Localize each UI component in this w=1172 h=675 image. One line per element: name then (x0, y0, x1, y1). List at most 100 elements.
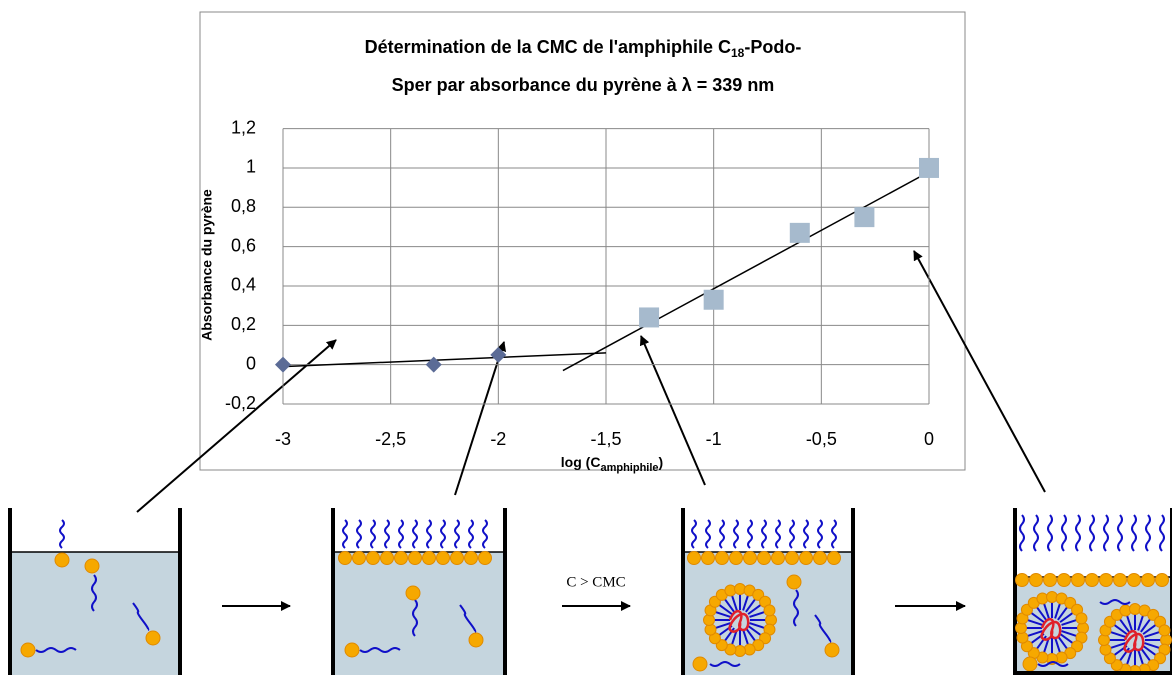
tail (742, 594, 749, 611)
chart-frame (199, 11, 966, 471)
tail (342, 519, 348, 549)
head (344, 642, 360, 658)
data-point (703, 289, 724, 310)
data-point (639, 307, 660, 328)
y-tick-label: 0,2 (231, 314, 256, 334)
tail (718, 603, 733, 615)
tail (35, 647, 77, 653)
x-tick-label: -2,5 (375, 429, 406, 449)
diagram (8, 508, 1172, 675)
tail (1033, 514, 1039, 552)
head (1043, 573, 1057, 587)
beaker (681, 508, 855, 675)
tail (1109, 631, 1126, 638)
y-tick-label: 0,4 (231, 275, 256, 295)
tail (1061, 619, 1078, 626)
tail (1109, 642, 1126, 649)
tail (761, 519, 767, 549)
tail (719, 519, 725, 549)
head (1022, 656, 1038, 672)
tail (705, 519, 711, 549)
head (366, 551, 380, 565)
tail (1144, 631, 1161, 638)
head (771, 551, 785, 565)
tail (817, 519, 823, 549)
tail (793, 589, 799, 627)
x-label-part: log (C (561, 454, 601, 470)
tail (1030, 611, 1045, 623)
tail (359, 647, 401, 653)
tail (1117, 514, 1123, 552)
tail (1140, 647, 1152, 662)
tail (1043, 602, 1050, 619)
tail (747, 603, 762, 615)
head (84, 558, 100, 574)
tail (1059, 633, 1074, 645)
tail (1054, 637, 1061, 654)
tail (1075, 514, 1081, 552)
title-subscript: 18 (731, 46, 745, 60)
tail (370, 519, 376, 549)
chart-title: Sper par absorbance du pyrène à λ = 339 … (392, 75, 775, 95)
tail (356, 519, 362, 549)
tail (775, 519, 781, 549)
head (1075, 612, 1088, 625)
head (408, 551, 422, 565)
head (145, 630, 161, 646)
y-tick-label: 0,8 (231, 196, 256, 216)
tail (454, 519, 460, 549)
chart-title: Détermination de la CMC de l'amphiphile … (365, 37, 802, 60)
head (687, 551, 701, 565)
tail (1159, 514, 1165, 552)
head (757, 551, 771, 565)
tail (714, 622, 731, 629)
tail (1144, 642, 1161, 649)
title-part: -Podo- (744, 37, 801, 57)
tail (1118, 618, 1130, 633)
head (824, 642, 840, 658)
pyrene (1040, 618, 1062, 641)
head (786, 574, 802, 590)
head (1113, 573, 1127, 587)
x-tick-label: -3 (275, 429, 291, 449)
head (715, 551, 729, 565)
head (813, 551, 827, 565)
title-part: Détermination de la CMC de l'amphiphile … (365, 37, 731, 57)
tail (412, 599, 418, 637)
tail (749, 622, 766, 629)
arrow (136, 339, 337, 513)
head (54, 552, 70, 568)
head (799, 551, 813, 565)
data-point (919, 157, 939, 178)
data-point (275, 356, 291, 373)
tail (723, 598, 735, 613)
tail (747, 519, 753, 549)
x-axis-label: log (Camphiphile) (561, 454, 663, 474)
tail (1099, 599, 1131, 605)
tail (440, 519, 446, 549)
tail (1059, 611, 1074, 623)
head (352, 551, 366, 565)
tail (1103, 514, 1109, 552)
x-tick-label: 0 (924, 429, 934, 449)
x-tick-label: -2 (490, 429, 506, 449)
head (1085, 573, 1099, 587)
tail (1057, 635, 1069, 650)
tail (733, 519, 739, 549)
data-point (490, 346, 507, 363)
head (785, 551, 799, 565)
tail (714, 611, 731, 618)
tail (814, 614, 832, 643)
head (450, 551, 464, 565)
head (380, 551, 394, 565)
tail (398, 519, 404, 549)
data-point (425, 356, 442, 373)
tail (803, 519, 809, 549)
y-tick-label: 0 (246, 353, 256, 373)
head (827, 551, 841, 565)
tail (1057, 606, 1069, 621)
data-point (789, 222, 810, 243)
head (692, 656, 708, 672)
head (394, 551, 408, 565)
